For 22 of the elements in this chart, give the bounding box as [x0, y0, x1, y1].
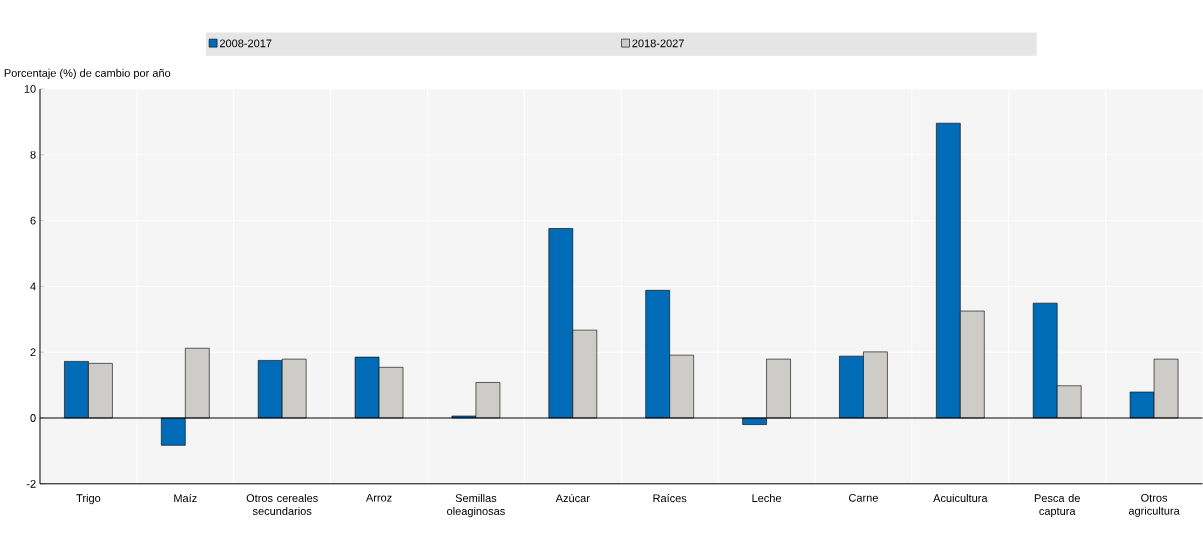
x-tick-label: Maíz [174, 494, 197, 503]
y-tick-label: 10 [24, 85, 36, 93]
y-tick-label: 6 [30, 216, 36, 225]
x-tick-label: Azúcar [555, 494, 590, 503]
x-tick-label: Acuicultura [933, 494, 988, 503]
y-tick-label: 0 [30, 414, 36, 422]
y-tick-label: 2 [30, 348, 36, 357]
x-tick-label: Pesca de captura [1034, 494, 1080, 518]
legend-label: 2018-2027 [632, 39, 684, 48]
x-tick-label: Carne [849, 494, 878, 502]
y-tick-label: 8 [30, 151, 36, 159]
x-tick-label: Otros cereales secundarios [246, 494, 318, 516]
y-axis-title: Porcentaje (%) de cambio por año [4, 68, 171, 80]
x-tick-label: Otros agricultura [1128, 494, 1180, 517]
x-tick-label: Leche [752, 494, 782, 503]
x-tick-label: Semillas oleaginosas [447, 494, 505, 518]
x-tick-label: Arroz [365, 494, 392, 502]
y-tick-label: -2 [26, 480, 36, 488]
x-tick-label: Raíces [653, 494, 687, 503]
legend-label: 2008-2017 [219, 39, 272, 48]
y-tick-label: 4 [30, 282, 36, 291]
x-tick-label: Trigo [76, 494, 101, 505]
